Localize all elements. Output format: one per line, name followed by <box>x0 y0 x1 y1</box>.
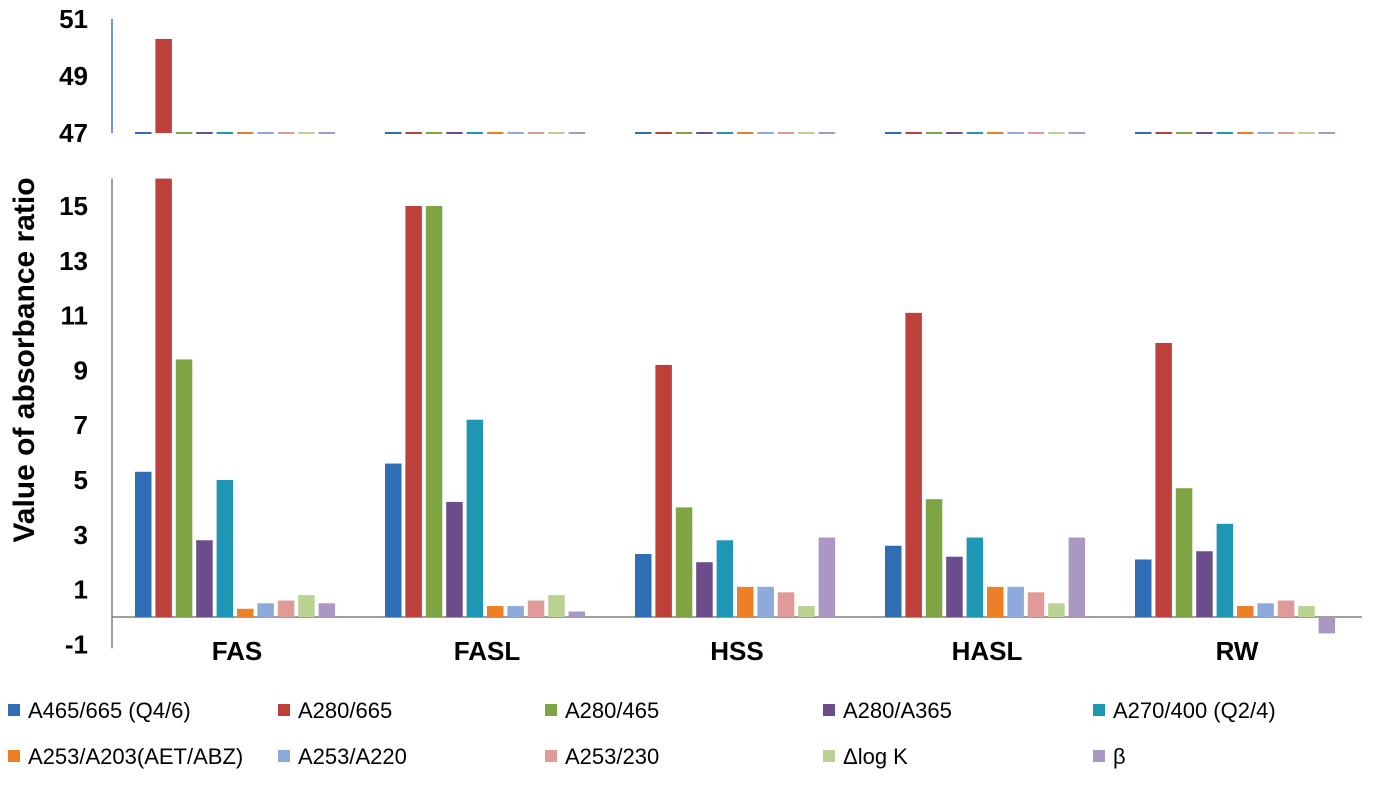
bar <box>905 312 922 617</box>
y-tick-label: 47 <box>59 118 88 148</box>
bar <box>527 600 545 617</box>
bar <box>155 178 172 617</box>
bar <box>318 603 336 617</box>
bar <box>196 540 213 617</box>
bar <box>737 586 754 617</box>
bar <box>655 364 672 617</box>
bar <box>885 545 902 617</box>
bar <box>446 501 463 617</box>
bar <box>1175 488 1193 617</box>
bar <box>925 499 943 617</box>
bar <box>716 540 734 617</box>
legend-swatch <box>1093 750 1105 762</box>
legend-swatch <box>278 750 290 762</box>
y-tick-label: 13 <box>59 246 88 276</box>
legend-label: A253/230 <box>565 744 659 769</box>
bar <box>777 592 795 617</box>
bar <box>1068 537 1086 617</box>
bar <box>1155 343 1172 617</box>
bar <box>1027 592 1045 617</box>
bar <box>385 463 402 617</box>
legend-label: A280/A365 <box>843 698 952 723</box>
y-tick-label: 9 <box>74 355 88 385</box>
legend-swatch <box>823 704 835 716</box>
bar <box>675 507 693 617</box>
bar <box>1237 606 1254 617</box>
legend-swatch <box>8 704 20 716</box>
bar <box>798 606 815 617</box>
bar <box>1135 559 1152 617</box>
bar <box>966 537 984 617</box>
bar <box>175 359 193 617</box>
bar <box>818 537 836 617</box>
y-tick-label: 1 <box>74 575 88 605</box>
legend: A465/665 (Q4/6) A280/665 A280/465 A280/A365… <box>8 698 1276 769</box>
bar <box>568 611 586 617</box>
legend-label: A253/A220 <box>298 744 407 769</box>
y-tick-label: 5 <box>74 465 88 495</box>
legend-label: A280/465 <box>565 698 659 723</box>
bar <box>1048 603 1065 617</box>
legend-label: A465/665 (Q4/6) <box>28 698 191 723</box>
legend-swatch <box>1093 704 1105 716</box>
bar <box>257 603 274 617</box>
legend-swatch <box>823 750 835 762</box>
bar <box>635 553 652 617</box>
bar <box>237 608 254 617</box>
bar <box>425 206 443 617</box>
y-tick-label: 7 <box>74 410 88 440</box>
upper-axis: 51 49 47 <box>59 4 113 148</box>
legend-label: A280/665 <box>298 698 392 723</box>
bar <box>987 586 1004 617</box>
y-tick-label: 51 <box>59 4 88 34</box>
bar <box>1216 523 1234 617</box>
bars-group <box>135 38 1336 634</box>
bar <box>1277 600 1295 617</box>
bar <box>1196 551 1213 617</box>
y-tick-label: 11 <box>61 301 89 331</box>
bar <box>277 600 295 617</box>
legend-swatch <box>545 704 557 716</box>
bar <box>1298 606 1315 617</box>
legend-swatch <box>8 750 20 762</box>
legend-label: Δlog K <box>843 744 908 769</box>
bar <box>1007 586 1024 617</box>
y-tick-label: 49 <box>59 61 88 91</box>
y-tick-label: -1 <box>65 629 88 659</box>
bar <box>405 206 422 617</box>
bar <box>548 595 565 617</box>
category-labels: FAS FASL HSS HASL RW <box>212 636 1259 666</box>
legend-swatch <box>545 750 557 762</box>
bar <box>1318 617 1336 634</box>
bar-upper <box>155 38 172 134</box>
bar <box>135 471 152 617</box>
legend-swatch <box>278 704 290 716</box>
bar <box>757 586 774 617</box>
bar <box>216 480 234 617</box>
bar <box>696 562 713 617</box>
category-label: FASL <box>454 636 521 666</box>
category-label: HASL <box>952 636 1023 666</box>
category-label: HSS <box>710 636 763 666</box>
legend-label: β <box>1113 744 1126 769</box>
bar <box>466 419 484 617</box>
legend-label: A253/A203(AET/ABZ) <box>28 744 243 769</box>
bar <box>507 606 524 617</box>
bar <box>298 595 315 617</box>
y-tick-label: 3 <box>74 520 88 550</box>
bar <box>487 606 504 617</box>
category-label: FAS <box>212 636 263 666</box>
y-axis-label: Value of absorbance ratio <box>8 177 41 542</box>
category-label: RW <box>1216 636 1259 666</box>
y-tick-label: 15 <box>59 191 88 221</box>
bar <box>1257 603 1274 617</box>
legend-label: A270/400 (Q2/4) <box>1113 698 1276 723</box>
bar <box>946 556 963 617</box>
